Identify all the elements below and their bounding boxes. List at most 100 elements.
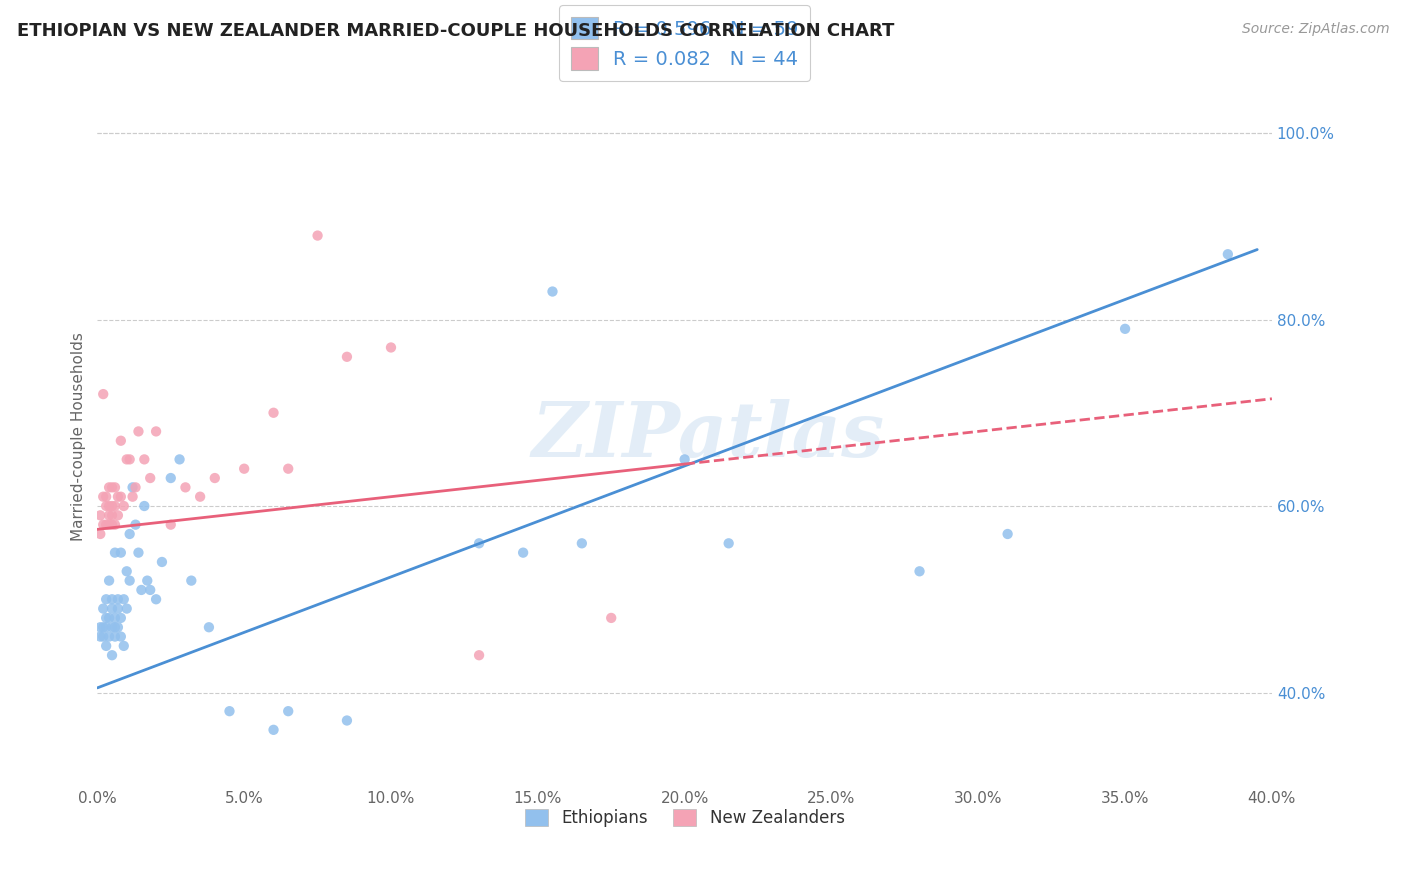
Point — [124, 517, 146, 532]
Point — [98, 480, 121, 494]
Point — [1216, 247, 1239, 261]
Point — [104, 480, 127, 494]
Text: ETHIOPIAN VS NEW ZEALANDER MARRIED-COUPLE HOUSEHOLDS CORRELATION CHART: ETHIOPIAN VS NEW ZEALANDER MARRIED-COUPL… — [17, 22, 894, 40]
Point — [96, 490, 118, 504]
Point — [107, 508, 129, 523]
Point — [101, 648, 124, 663]
Point — [98, 630, 121, 644]
Point — [204, 471, 226, 485]
Point — [233, 461, 256, 475]
Point — [121, 490, 143, 504]
Point — [101, 592, 124, 607]
Point — [127, 425, 149, 439]
Point — [107, 620, 129, 634]
Point — [98, 611, 121, 625]
Point — [112, 592, 135, 607]
Point — [96, 499, 118, 513]
Y-axis label: Married-couple Households: Married-couple Households — [72, 332, 86, 541]
Point — [110, 434, 132, 448]
Point — [277, 704, 299, 718]
Point — [673, 452, 696, 467]
Point — [91, 490, 114, 504]
Point — [159, 471, 181, 485]
Point — [336, 714, 359, 728]
Point — [908, 564, 931, 578]
Point — [110, 630, 132, 644]
Point — [101, 480, 124, 494]
Point — [98, 508, 121, 523]
Point — [180, 574, 202, 588]
Point — [101, 508, 124, 523]
Point — [600, 611, 623, 625]
Point — [101, 517, 124, 532]
Point — [101, 601, 124, 615]
Point — [107, 601, 129, 615]
Point — [89, 527, 111, 541]
Text: ZIPatlas: ZIPatlas — [531, 399, 884, 473]
Point — [169, 452, 191, 467]
Point — [134, 499, 156, 513]
Point — [104, 499, 127, 513]
Point — [131, 582, 153, 597]
Point — [89, 620, 111, 634]
Point — [145, 592, 167, 607]
Point — [96, 611, 118, 625]
Point — [118, 452, 141, 467]
Point — [96, 592, 118, 607]
Point — [115, 452, 138, 467]
Point — [277, 461, 299, 475]
Point — [110, 611, 132, 625]
Point — [468, 648, 491, 663]
Point — [115, 564, 138, 578]
Point — [115, 601, 138, 615]
Point — [188, 490, 211, 504]
Point — [124, 480, 146, 494]
Point — [96, 620, 118, 634]
Point — [89, 630, 111, 644]
Point — [717, 536, 740, 550]
Point — [107, 490, 129, 504]
Point — [118, 527, 141, 541]
Point — [139, 582, 162, 597]
Point — [150, 555, 173, 569]
Text: Source: ZipAtlas.com: Source: ZipAtlas.com — [1241, 22, 1389, 37]
Point — [118, 574, 141, 588]
Point — [104, 630, 127, 644]
Point — [468, 536, 491, 550]
Point — [512, 546, 534, 560]
Point — [1114, 322, 1136, 336]
Point — [112, 639, 135, 653]
Point — [110, 546, 132, 560]
Point — [159, 517, 181, 532]
Point — [110, 490, 132, 504]
Point — [139, 471, 162, 485]
Point — [198, 620, 221, 634]
Point — [91, 630, 114, 644]
Point — [104, 620, 127, 634]
Point — [104, 611, 127, 625]
Point — [263, 723, 285, 737]
Legend: Ethiopians, New Zealanders: Ethiopians, New Zealanders — [517, 802, 851, 833]
Point — [127, 546, 149, 560]
Point — [96, 639, 118, 653]
Point — [145, 425, 167, 439]
Point — [336, 350, 359, 364]
Point — [104, 546, 127, 560]
Point — [91, 517, 114, 532]
Point — [96, 517, 118, 532]
Point — [541, 285, 564, 299]
Point — [136, 574, 159, 588]
Point — [112, 499, 135, 513]
Point — [107, 592, 129, 607]
Point — [98, 499, 121, 513]
Point — [104, 517, 127, 532]
Point — [98, 574, 121, 588]
Point — [380, 341, 402, 355]
Point — [263, 406, 285, 420]
Point — [571, 536, 593, 550]
Point — [91, 620, 114, 634]
Point — [101, 499, 124, 513]
Point — [89, 508, 111, 523]
Point — [218, 704, 240, 718]
Point — [91, 387, 114, 401]
